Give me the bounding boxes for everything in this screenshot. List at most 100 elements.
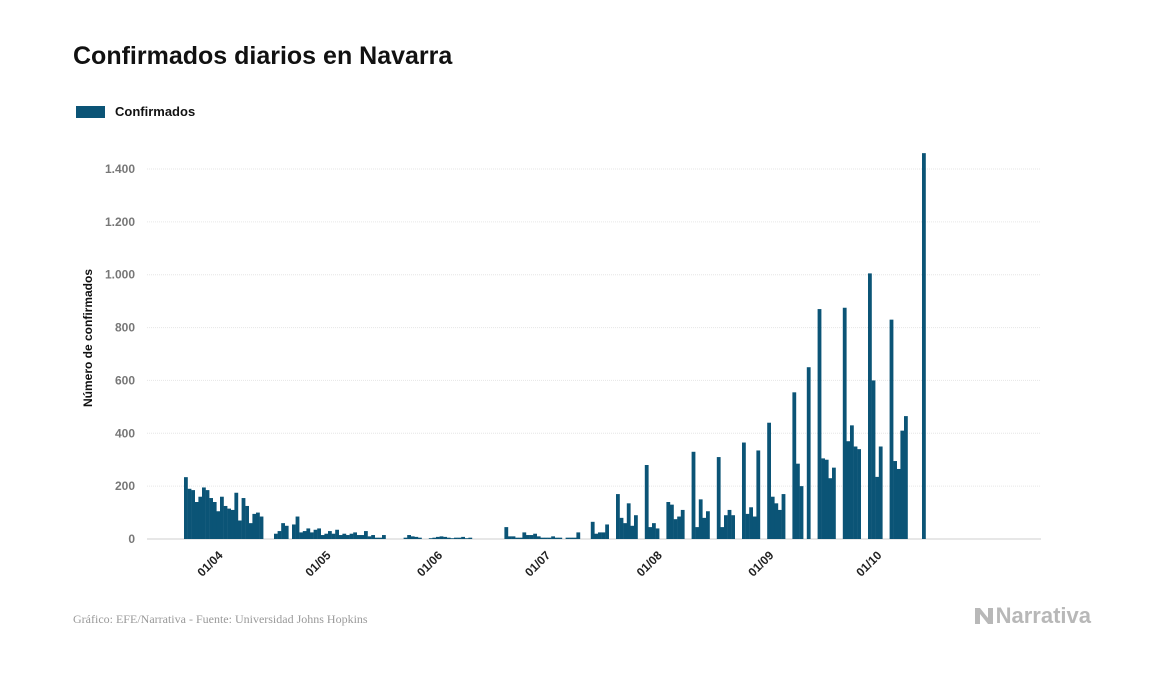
bar — [511, 536, 516, 539]
bar — [799, 486, 804, 539]
bar — [457, 537, 462, 539]
bar — [234, 492, 239, 539]
bar — [443, 536, 447, 539]
bar — [518, 537, 523, 539]
bar — [335, 529, 339, 539]
bar — [842, 307, 847, 539]
bar — [716, 457, 721, 539]
bar — [594, 533, 599, 539]
bar — [900, 430, 905, 539]
bar — [342, 533, 347, 539]
bar — [464, 538, 469, 539]
bar — [446, 537, 451, 539]
bar — [526, 535, 530, 539]
bar — [533, 533, 537, 539]
bar — [461, 536, 465, 539]
bar — [356, 535, 361, 539]
bar — [371, 535, 375, 539]
x-tick-label: 01/10 — [853, 548, 884, 579]
bar — [256, 512, 260, 539]
bar — [328, 531, 332, 539]
bar — [569, 537, 573, 539]
bar — [850, 425, 854, 539]
bar — [508, 536, 512, 539]
bar — [353, 532, 357, 539]
bar — [202, 487, 206, 539]
bar — [317, 528, 321, 539]
bar — [720, 527, 725, 539]
bar — [205, 490, 210, 539]
legend-label: Confirmados — [115, 104, 196, 119]
bar — [623, 523, 627, 539]
bar — [450, 538, 455, 539]
bar — [378, 537, 383, 539]
bar — [695, 527, 699, 539]
x-tick-label: 01/05 — [302, 548, 333, 579]
bar — [832, 467, 836, 539]
bar — [774, 503, 779, 539]
bar — [529, 535, 534, 539]
bar — [630, 525, 635, 539]
narrativa-logo-icon — [974, 608, 993, 624]
bar — [547, 537, 552, 539]
y-tick-label: 1.000 — [105, 268, 135, 282]
bar — [680, 509, 685, 539]
bar — [673, 519, 678, 539]
bar — [806, 367, 811, 539]
bar — [558, 537, 563, 539]
bar — [778, 509, 782, 539]
bar — [346, 535, 350, 539]
bar — [306, 528, 311, 539]
bar — [889, 319, 894, 539]
bar — [590, 521, 595, 539]
bar — [310, 532, 314, 539]
bar — [544, 537, 548, 539]
bar — [313, 529, 318, 539]
bar — [209, 498, 213, 539]
y-tick-label: 400 — [115, 426, 135, 440]
bar — [565, 537, 570, 539]
bar — [868, 273, 872, 539]
source-footer: Gráfico: EFE/Narrativa - Fuente: Univers… — [73, 612, 368, 626]
y-axis-title: Número de confirmados — [81, 269, 95, 407]
bar — [407, 535, 411, 539]
bar — [749, 507, 753, 539]
bar — [652, 523, 656, 539]
bar — [727, 509, 732, 539]
bar — [284, 525, 289, 539]
bar — [360, 535, 365, 539]
bar — [212, 502, 217, 539]
bar — [349, 533, 354, 539]
bar — [248, 523, 253, 539]
bar — [619, 517, 624, 539]
bar — [893, 461, 897, 539]
y-tick-label: 200 — [115, 479, 135, 493]
bar — [626, 503, 631, 539]
bar — [252, 513, 257, 539]
bar — [299, 532, 303, 539]
bar — [817, 309, 822, 539]
bar — [724, 515, 728, 539]
bar — [504, 527, 509, 539]
bar — [198, 496, 203, 539]
bar — [216, 511, 221, 539]
bar — [828, 478, 833, 539]
bar — [702, 517, 707, 539]
bar — [554, 537, 559, 539]
bar — [220, 496, 224, 539]
bar — [731, 515, 735, 539]
bar — [767, 422, 771, 539]
bar — [904, 416, 908, 539]
bar — [428, 538, 433, 539]
bar — [454, 537, 458, 539]
bar — [277, 531, 282, 539]
bar — [292, 524, 296, 539]
y-tick-label: 1.400 — [105, 162, 135, 176]
bar — [551, 536, 555, 539]
bar — [846, 441, 851, 539]
x-tick-label: 01/07 — [522, 548, 553, 579]
bar — [241, 498, 246, 539]
bar — [698, 499, 703, 539]
bar — [605, 524, 609, 539]
bar — [259, 516, 264, 539]
